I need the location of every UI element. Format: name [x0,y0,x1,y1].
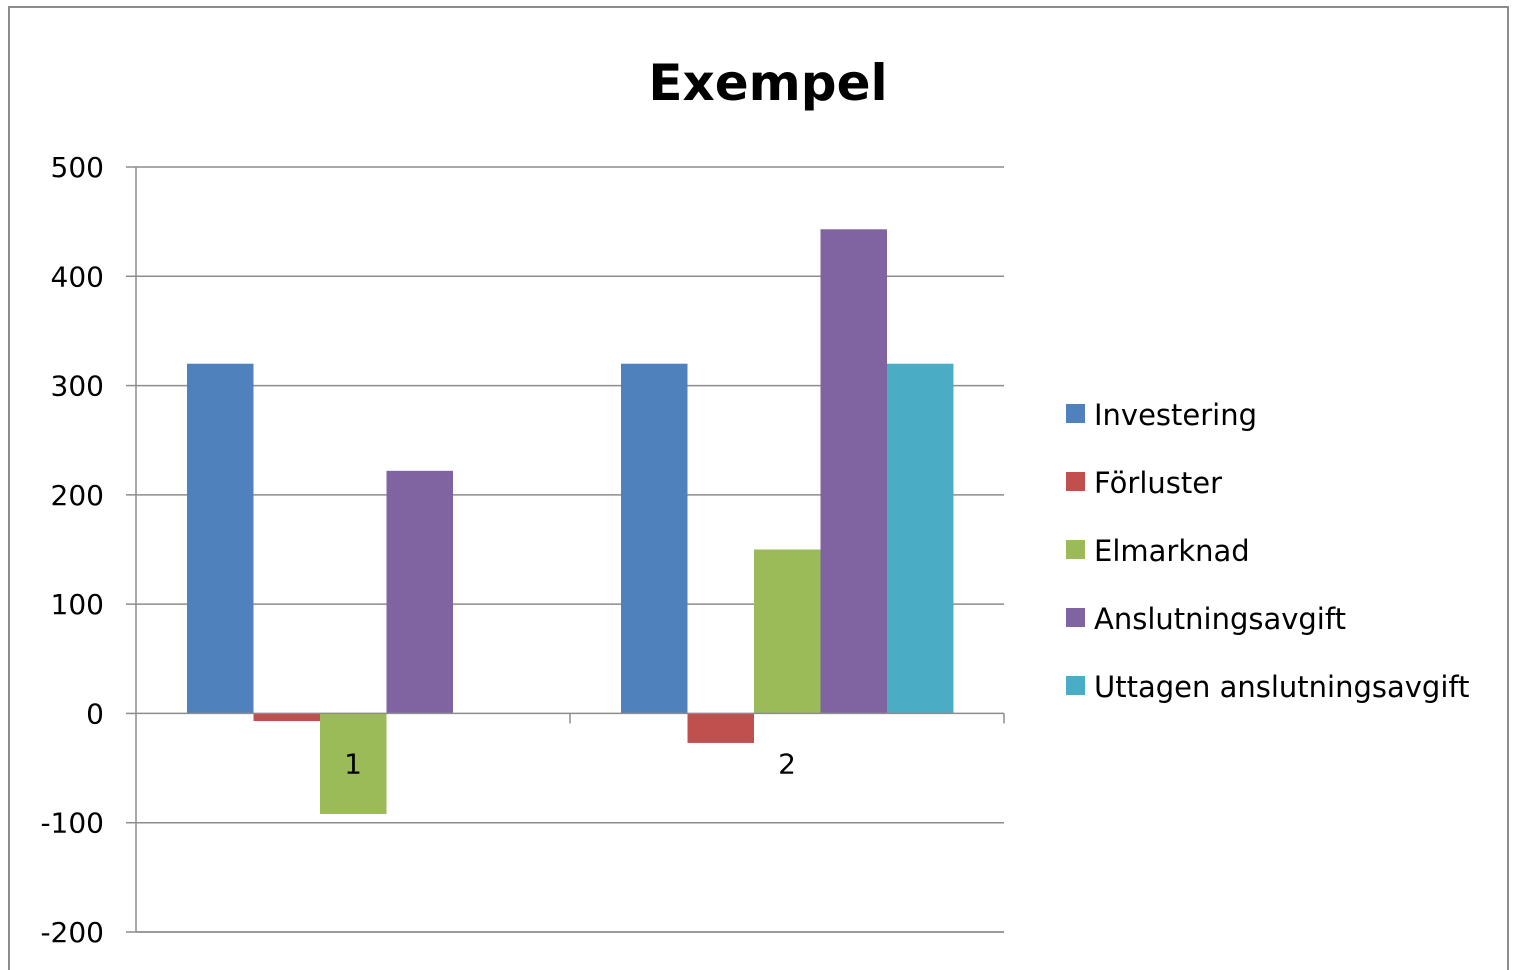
legend-label: Elmarknad [1094,534,1250,568]
bar-elmarknad-2 [754,549,821,714]
bar-anslutningsavgift-1 [386,470,453,714]
y-tick-label: 100 [51,588,104,621]
legend-label: Investering [1094,398,1257,432]
bar-investering-2 [621,363,688,714]
y-tick-label: 400 [51,260,104,293]
legend-swatch [1066,608,1085,627]
category-label: 1 [344,747,362,780]
y-tick-label: -100 [40,807,104,840]
legend-swatch [1066,404,1085,423]
bar-frluster-1 [253,713,320,722]
y-tick-label: 500 [51,151,104,184]
bar-uttagen-anslutningsavgift-2 [887,363,954,714]
y-tick-label: 0 [86,697,104,730]
bar-frluster-2 [687,713,754,743]
bars [187,229,954,814]
legend-label: Anslutningsavgift [1094,602,1346,636]
category-label: 2 [778,747,796,780]
legend-label: Förluster [1094,466,1222,500]
legend-swatch [1066,540,1085,559]
legend-swatch [1066,676,1085,695]
bar-elmarknad-1 [320,713,387,814]
bar-investering-1 [187,363,254,714]
y-tick-label: 200 [51,479,104,512]
legend: Investering Förluster Elmarknad Anslutnings… [1066,398,1469,704]
bar-anslutningsavgift-2 [820,229,887,714]
legend-swatch [1066,472,1085,491]
y-tick-label: 300 [51,370,104,403]
chart-title: Exempel [648,54,887,112]
axes [126,166,1005,933]
legend-label: Uttagen anslutningsavgift [1094,670,1469,704]
y-tick-labels: 500 400 300 200 100 0 -100 -200 [40,151,104,949]
y-tick-label: -200 [40,916,104,949]
